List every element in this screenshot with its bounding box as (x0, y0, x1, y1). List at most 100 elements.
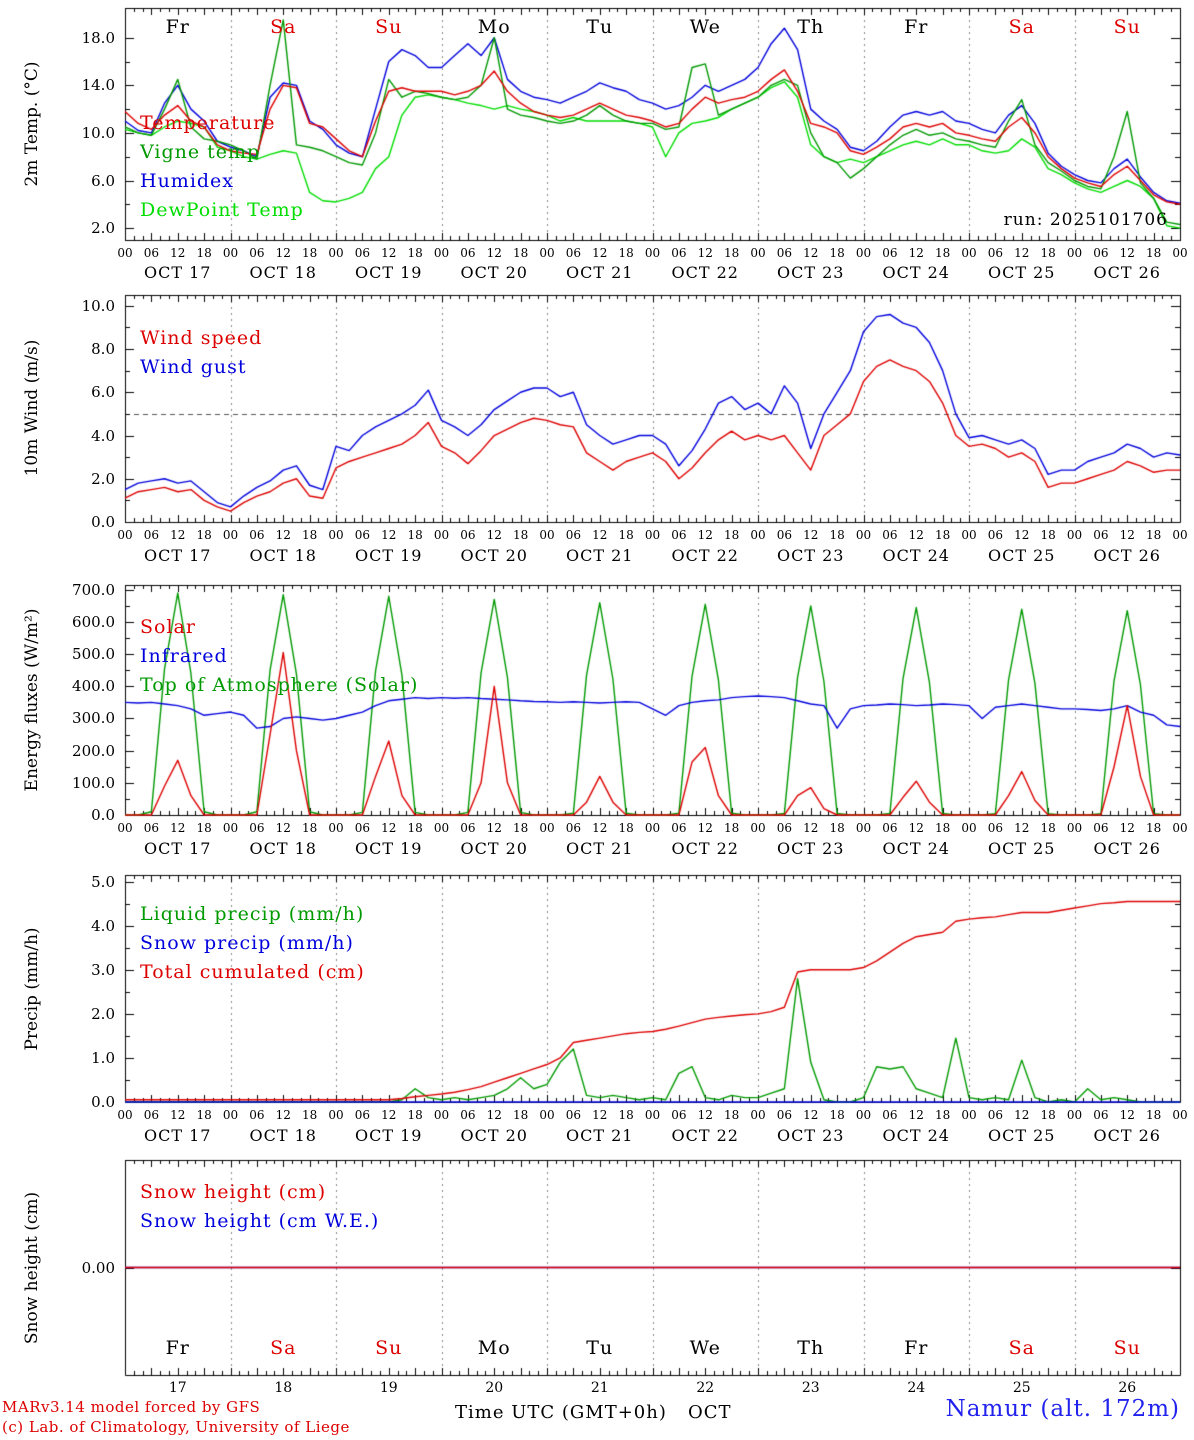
x-hour-tick-label: 12 (1119, 528, 1135, 542)
x-hour-tick-label: 06 (460, 528, 476, 542)
x-hour-tick-label: 06 (354, 821, 371, 835)
x-hour-tick-label: 18 (934, 1108, 951, 1122)
x-hour-tick-label: 18 (618, 821, 634, 835)
y-tick-label: 500.0 (72, 645, 115, 664)
legend-item: Wind speed (140, 327, 263, 349)
x-hour-tick-label: 12 (803, 821, 819, 835)
day-name-label: Su (1113, 16, 1141, 38)
x-hour-tick-label: 06 (143, 528, 160, 542)
x-hour-tick-label: 06 (460, 246, 476, 260)
x-hour-tick-label: 06 (565, 1108, 582, 1122)
day-name-label: Su (375, 16, 403, 38)
x-hour-tick-label: 06 (143, 821, 160, 835)
legend-item: Total cumulated (cm) (140, 961, 365, 983)
y-tick-label: 10.0 (81, 296, 115, 315)
day-number-label: 21 (590, 1380, 609, 1396)
y-tick-label: 3.0 (91, 960, 115, 979)
x-date-label: OCT 17 (144, 1126, 212, 1145)
y-tick-label: 700.0 (72, 580, 115, 599)
x-hour-tick-label: 12 (275, 528, 291, 542)
x-hour-tick-label: 18 (196, 246, 212, 260)
day-number-label: 26 (1118, 1380, 1137, 1396)
y-tick-label: 6.0 (91, 171, 115, 190)
y-tick-label: 600.0 (72, 612, 115, 631)
y-tick-label: 0.0 (91, 1093, 115, 1111)
y-axis-label-precip: Precip (mm/h) (22, 927, 42, 1051)
x-hour-tick-label: 06 (249, 1108, 265, 1122)
legend-item: Snow precip (mm/h) (140, 932, 354, 954)
x-hour-tick-label: 18 (1040, 528, 1056, 542)
x-date-label: OCT 21 (566, 1126, 634, 1145)
x-hour-tick-label: 18 (407, 528, 423, 542)
x-hour-tick-label: 12 (592, 1108, 608, 1122)
x-hour-tick-label: 00 (855, 1108, 872, 1122)
footer-model-line: MARv3.14 model forced by GFS (2, 1398, 261, 1416)
x-date-label: OCT 17 (144, 546, 212, 565)
y-tick-label: 4.0 (91, 426, 115, 445)
legend-item: Humidex (140, 170, 235, 192)
footer-month-label: OCT (688, 1402, 732, 1423)
day-name-label: Mo (477, 1337, 511, 1359)
y-tick-label: 6.0 (91, 383, 115, 402)
x-hour-tick-label: 06 (882, 528, 898, 542)
x-hour-tick-label: 06 (671, 821, 687, 835)
x-hour-tick-label: 18 (934, 246, 951, 260)
x-hour-tick-label: 00 (117, 528, 133, 542)
x-hour-tick-label: 06 (143, 246, 160, 260)
x-date-label: OCT 22 (671, 839, 739, 858)
x-hour-tick-label: 06 (882, 821, 898, 835)
x-hour-tick-label: 06 (565, 821, 582, 835)
x-hour-tick-label: 00 (433, 246, 450, 260)
x-hour-tick-label: 12 (1119, 246, 1135, 260)
x-date-label: OCT 23 (777, 546, 845, 565)
x-hour-tick-label: 00 (961, 1108, 977, 1122)
x-hour-tick-label: 18 (1040, 821, 1056, 835)
x-date-label: OCT 17 (144, 263, 212, 282)
x-hour-tick-label: 00 (539, 821, 555, 835)
x-hour-tick-label: 12 (592, 821, 608, 835)
x-hour-tick-label: 06 (1093, 821, 1109, 835)
legend-item: Vigne temp (140, 141, 261, 163)
x-date-label: OCT 25 (988, 263, 1056, 282)
x-hour-tick-label: 00 (750, 528, 766, 542)
day-number-label: 23 (801, 1380, 820, 1396)
x-hour-tick-label: 06 (354, 246, 371, 260)
x-date-label: OCT 20 (460, 546, 528, 565)
x-date-label: OCT 20 (460, 1126, 528, 1145)
x-date-label: OCT 21 (566, 546, 634, 565)
x-hour-tick-label: 00 (644, 246, 661, 260)
y-tick-label: 200.0 (72, 741, 115, 760)
x-hour-tick-label: 00 (750, 246, 766, 260)
x-hour-tick-label: 18 (512, 246, 529, 260)
x-hour-tick-label: 18 (618, 1108, 634, 1122)
x-hour-tick-label: 18 (1145, 821, 1162, 835)
x-hour-tick-label: 12 (275, 1108, 291, 1122)
x-hour-tick-label: 06 (671, 528, 687, 542)
x-hour-tick-label: 18 (301, 821, 318, 835)
x-date-label: OCT 21 (566, 263, 634, 282)
x-date-label: OCT 26 (1093, 263, 1161, 282)
day-name-label: Fr (165, 1337, 190, 1359)
x-hour-tick-label: 00 (1172, 246, 1188, 260)
legend-item: Wind gust (140, 356, 247, 378)
x-hour-tick-label: 18 (407, 1108, 423, 1122)
day-number-label: 20 (485, 1380, 504, 1396)
y-tick-label: 0.00 (81, 1258, 115, 1277)
day-number-label: 22 (696, 1380, 715, 1396)
x-hour-tick-label: 12 (170, 821, 186, 835)
day-name-label: Fr (165, 16, 190, 38)
x-hour-tick-label: 18 (1040, 246, 1056, 260)
x-hour-tick-label: 12 (803, 1108, 819, 1122)
y-tick-label: 2.0 (91, 469, 115, 488)
x-hour-tick-label: 00 (328, 821, 344, 835)
x-hour-tick-label: 00 (222, 246, 239, 260)
x-hour-tick-label: 12 (803, 528, 819, 542)
x-date-label: OCT 24 (882, 546, 950, 565)
x-hour-tick-label: 12 (170, 1108, 186, 1122)
day-name-label: Sa (1008, 16, 1035, 38)
x-date-label: OCT 23 (777, 839, 845, 858)
x-hour-tick-label: 18 (512, 1108, 529, 1122)
x-hour-tick-label: 00 (117, 1108, 133, 1122)
x-hour-tick-label: 00 (433, 1108, 450, 1122)
day-name-label: We (689, 16, 721, 38)
